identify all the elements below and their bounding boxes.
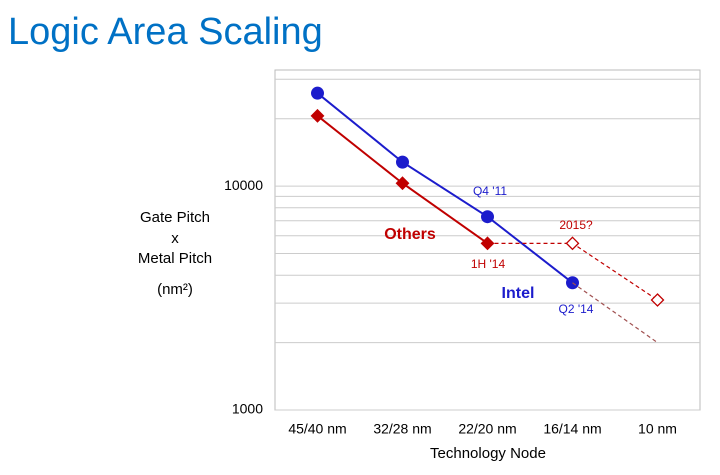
- point: [310, 108, 325, 123]
- series-label: Intel: [502, 285, 535, 302]
- annotation: Q2 '14: [559, 302, 594, 316]
- point: [481, 210, 494, 224]
- y-axis-label: x: [171, 230, 179, 247]
- y-tick-label: 1000: [232, 401, 263, 417]
- y-tick-label: 10000: [224, 177, 263, 193]
- x-tick-label: 16/14 nm: [543, 421, 601, 437]
- point: [650, 293, 665, 307]
- x-tick-label: 10 nm: [638, 421, 677, 437]
- series-label: Others: [384, 226, 436, 243]
- point: [395, 176, 410, 191]
- point: [396, 155, 409, 169]
- x-tick-label: 22/20 nm: [458, 421, 516, 437]
- series-line: [316, 92, 574, 284]
- x-tick-label: 32/28 nm: [373, 421, 431, 437]
- series-line: [572, 282, 658, 344]
- point: [311, 86, 324, 100]
- y-axis-label: (nm²): [157, 281, 193, 298]
- y-axis-label: Gate Pitch: [140, 209, 210, 226]
- annotation: Q4 '11: [473, 184, 507, 198]
- annotation: 2015?: [559, 218, 593, 232]
- chart-title: Logic Area Scaling: [8, 11, 323, 53]
- annotation: 1H '14: [471, 257, 506, 271]
- x-tick-label: 45/40 nm: [288, 421, 346, 437]
- x-axis-label: Technology Node: [430, 445, 546, 462]
- point: [565, 236, 580, 251]
- y-axis-label: Metal Pitch: [138, 250, 212, 267]
